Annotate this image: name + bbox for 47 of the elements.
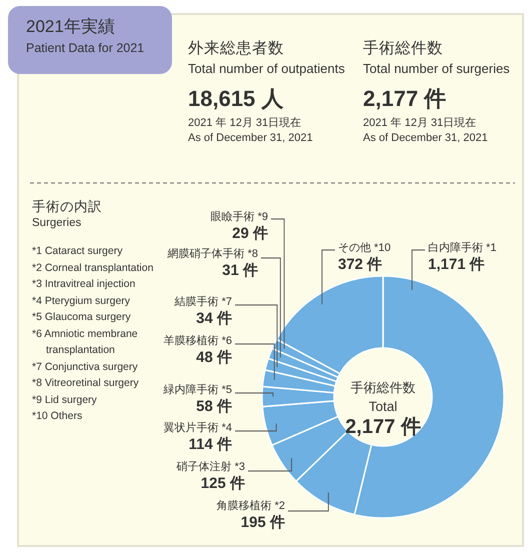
text: 2021 年 12月 31日現在: [188, 117, 302, 130]
slice-label: 翼状片手術 *4: [164, 422, 232, 435]
data-label: 29 件: [232, 225, 268, 242]
data-label: 34 件: [196, 310, 232, 328]
data-label: 58 件: [196, 398, 232, 416]
text: *6 Amniotic membrane transplantation: [32, 328, 138, 356]
text: 外来総患者数: [188, 40, 284, 58]
text: *9 Lid surgery: [32, 394, 97, 406]
text: *2 Corneal transplantation: [32, 260, 154, 276]
text: Total number of surgeries: [363, 61, 510, 77]
text: 2021 年 12月 31日現在: [363, 117, 476, 130]
data-label: 1,171 件: [428, 256, 485, 274]
text: Surgeries: [32, 217, 82, 230]
slice-label: その他 *10: [338, 242, 391, 255]
slice-label: 眼瞼手術 *9: [210, 211, 268, 224]
text: *3 Intravitreal injection: [32, 277, 136, 292]
data-label: 372 件: [338, 256, 382, 274]
chart-subtitle: Patient Data for 2021: [26, 41, 144, 56]
text: Total number of outpatients: [188, 61, 345, 77]
text: 手術総件数: [363, 40, 443, 58]
text: *1 Cataract surgery: [32, 245, 122, 257]
text: 2,177 件: [363, 86, 446, 112]
data-label: 31 件: [222, 262, 258, 280]
data-label: 195 件: [240, 514, 285, 532]
text: *8 Vitreoretinal surgery: [32, 377, 139, 389]
text: Total: [368, 399, 398, 415]
text: As of December 31, 2021: [363, 132, 488, 145]
slice-label: 結膜手術 *7: [174, 296, 232, 309]
text: *4 Pterygium surgery: [32, 294, 130, 306]
slice-label: 網膜硝子体手術 *8: [168, 248, 258, 261]
text: As of December 31, 2021: [188, 132, 313, 145]
text: *7 Conjunctiva surgery: [32, 360, 139, 374]
text: 手術の内訳: [32, 199, 102, 215]
data-label: 125 件: [200, 475, 245, 492]
data-label: 114 件: [188, 436, 232, 454]
slice-label: 白内障手術 *1: [428, 242, 496, 255]
chart-title: 2021年実績: [26, 17, 115, 37]
data-label: 48 件: [196, 349, 232, 366]
text: *5 Glaucoma surgery: [32, 310, 132, 325]
slice-label: 羊膜移植術 *6: [164, 335, 232, 348]
text: *10 Others: [32, 410, 82, 422]
text: 18,615 人: [188, 86, 284, 112]
text: 2,177 件: [344, 416, 422, 439]
slice-label: 硝子体注射 *3: [176, 461, 245, 474]
text: 手術総件数: [350, 380, 416, 396]
slice-label: 緑内障手術 *5: [164, 384, 232, 397]
slice-label: 角膜移植術 *2: [216, 500, 285, 513]
